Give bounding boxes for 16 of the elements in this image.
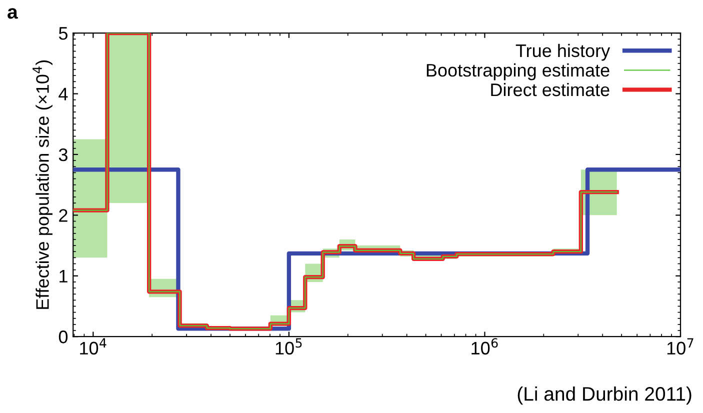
text: a [8,8,18,19]
y-tick-label: 2 [59,209,68,222]
legend-label: Bootstrapping estimate [426,63,610,80]
text: (Li and Durbin 2011) [518,386,692,405]
y-tick-label: 5 [58,27,68,40]
y-axis-title: Effective population size (×10$^{4}$) [32,60,52,309]
y-tick-label: 0 [58,330,68,344]
x-tick-label: 10$^{4}$ [80,338,106,355]
y-tick-label: 4 [58,88,68,100]
y-tick-label: 1 [60,270,68,282]
legend-label: True history [516,44,610,61]
x-tick-label: 10$^{6}$ [472,338,498,355]
y-tick-label: 3 [58,148,68,162]
legend-label: Direct estimate [491,82,610,96]
x-tick-label: 10$^{7}$ [667,338,694,355]
x-tick-label: 10$^{5}$ [276,338,302,355]
